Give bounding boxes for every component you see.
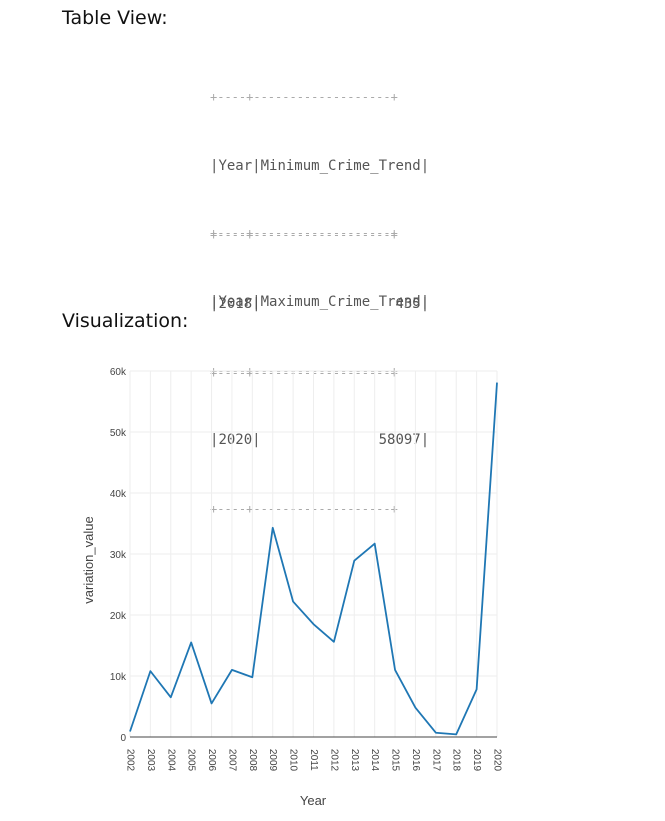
x-tick-label: 2020 [492,749,503,772]
x-tick-label: 2018 [451,749,462,772]
line-chart: 0 10k 20k 30k 40k 50k 60k 2002 2003 2004 2005 2006 2… [81,367,503,808]
minimum-crime-table: +----+-------------------+ |Year|Minimum… [210,40,429,408]
table-view-heading: Table View: [62,7,168,29]
x-axis-title: Year [300,793,327,808]
x-tick-label: 2016 [410,749,421,772]
table-border: +----+-------------------+ [210,228,398,242]
x-tick-label: 2002 [125,749,136,772]
visualization-heading: Visualization: [62,310,189,332]
maximum-crime-table: +----+-------------------+ |Year|Maximum… [210,176,429,544]
column-header-year: Year [218,158,253,174]
x-tick-label: 2007 [226,749,237,772]
x-tick-label: 2017 [430,749,441,772]
table-header-row: |Year|Maximum_Crime_Trend| [210,294,430,310]
chart-grid [129,370,498,737]
x-tick-label: 2015 [390,749,401,772]
cell-year: 2018 [218,296,253,312]
x-tick-label: 2013 [349,749,360,772]
x-tick-label: 2010 [288,749,299,772]
table-row: |2018| 435| [210,296,430,312]
cell-minimum-crime-trend: 435 [395,296,421,312]
column-header-maximum-crime-trend: Maximum_Crime_Trend [260,294,421,310]
column-header-year: Year [218,294,253,310]
y-tick-label: 30k [110,550,127,561]
chart-axes: 0 10k 20k 30k 40k 50k 60k 2002 2003 2004 2005 2006 2… [110,367,503,772]
x-tick-label: 2019 [471,749,482,772]
cell-maximum-crime-trend: 58097 [378,432,421,448]
x-tick-label: 2011 [308,749,319,771]
table-row: |2020| 58097| [210,432,430,448]
chart-series [129,382,498,736]
table-border: +----+-------------------+ [210,366,398,380]
series-line [129,382,498,736]
table-header-row: |Year|Minimum_Crime_Trend| [210,158,430,174]
y-tick-label: 10k [110,672,127,683]
x-tick-label: 2012 [328,749,339,772]
x-tick-label: 2008 [247,749,258,772]
x-tick-label: 2014 [369,749,380,772]
table-border: +----+-------------------+ [210,226,398,240]
x-tick-label: 2005 [186,749,197,772]
column-header-minimum-crime-trend: Minimum_Crime_Trend [260,158,421,174]
table-border: +----+-------------------+ [210,502,398,516]
x-tick-label: 2004 [165,749,176,772]
x-tick-label: 2006 [206,749,217,772]
y-tick-label: 50k [110,428,127,439]
y-tick-label: 60k [110,367,127,378]
y-tick-label: 40k [110,489,127,500]
y-axis-title: variation_value [81,516,96,603]
y-tick-label: 0 [120,733,126,744]
x-tick-label: 2009 [267,749,278,772]
x-tick-label: 2003 [145,749,156,772]
cell-year: 2020 [218,432,253,448]
y-tick-label: 20k [110,611,127,622]
table-border: +----+-------------------+ [210,90,398,104]
